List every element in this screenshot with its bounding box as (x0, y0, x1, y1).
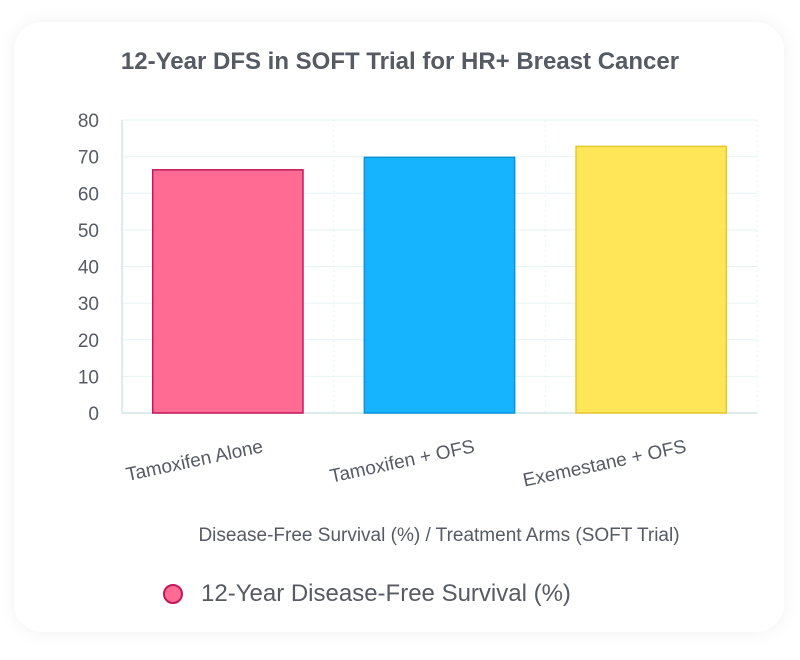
bar (575, 145, 728, 414)
bar (151, 169, 304, 414)
legend[interactable]: 12-Year Disease-Free Survival (%) (163, 580, 571, 608)
chart-title: 12-Year DFS in SOFT Trial for HR+ Breast… (120, 48, 680, 75)
y-tick-label: 60 (78, 184, 99, 205)
bar (363, 156, 516, 414)
legend-swatch (163, 584, 183, 604)
x-tick-label: Tamoxifen + OFS (328, 436, 476, 487)
y-tick-label: 40 (78, 258, 99, 279)
y-tick-label: 30 (78, 294, 99, 315)
y-tick-label: 50 (78, 221, 99, 242)
y-tick-labels: 0 10 20 30 40 50 60 70 80 (78, 111, 99, 425)
x-tick-label: Tamoxifen Alone (124, 436, 265, 486)
bars (151, 145, 728, 414)
y-tick-label: 80 (78, 111, 99, 132)
legend-label: 12-Year Disease-Free Survival (%) (201, 580, 571, 607)
x-tick-label: Exemestane + OFS (521, 436, 688, 491)
x-tick-labels: Tamoxifen Alone Tamoxifen + OFS Exemestane… (124, 436, 688, 491)
y-tick-label: 10 (78, 367, 99, 388)
y-tick-label: 20 (78, 331, 99, 352)
y-tick-label: 0 (88, 404, 99, 425)
y-tick-label: 70 (78, 148, 99, 169)
x-axis-title: Disease-Free Survival (%) / Treatment Ar… (198, 525, 680, 546)
